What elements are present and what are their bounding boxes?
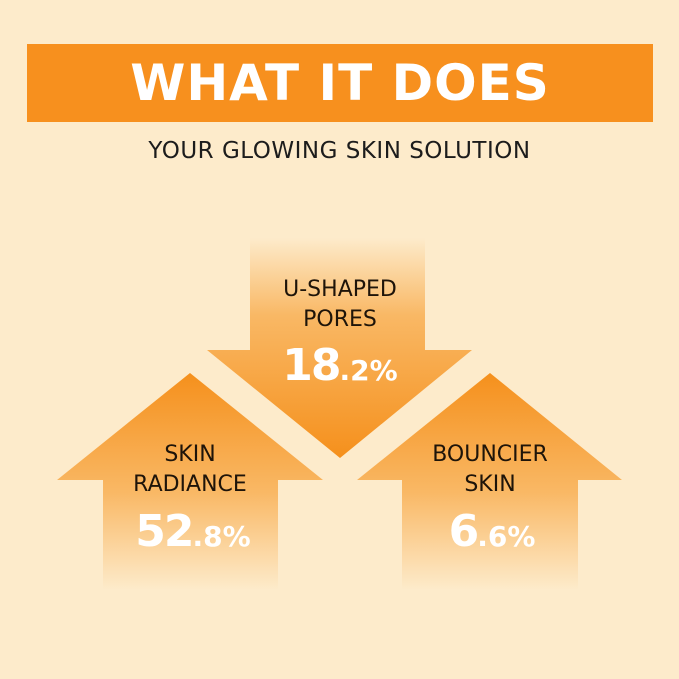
stat-label-radiance: SKIN RADIANCE (80, 440, 300, 500)
title-banner: WHAT IT DOES (27, 44, 653, 122)
value-int: 18 (282, 340, 341, 391)
value-dec: .6% (477, 520, 536, 553)
label-line: SKIN (464, 472, 516, 497)
stat-value-radiance: 52.8% (83, 506, 303, 557)
label-line: PORES (303, 307, 377, 332)
value-dec: .2% (339, 354, 398, 387)
arrow-up-right-icon (357, 373, 622, 590)
value-dec: .8% (192, 520, 251, 553)
stat-value-pores: 18.2% (230, 340, 450, 391)
label-line: U-SHAPED (283, 277, 397, 302)
stat-label-bouncier: BOUNCIER SKIN (380, 440, 600, 500)
arrow-up-left-icon (57, 373, 323, 590)
page-title: WHAT IT DOES (130, 54, 550, 112)
label-line: BOUNCIER (432, 442, 548, 467)
stat-value-bouncier: 6.6% (382, 506, 602, 557)
arrow-down-icon (207, 238, 472, 458)
label-line: RADIANCE (133, 472, 247, 497)
value-int: 52 (135, 506, 194, 557)
stat-label-pores: U-SHAPED PORES (230, 275, 450, 335)
value-int: 6 (448, 506, 480, 557)
page-subtitle: YOUR GLOWING SKIN SOLUTION (148, 138, 531, 164)
label-line: SKIN (164, 442, 216, 467)
